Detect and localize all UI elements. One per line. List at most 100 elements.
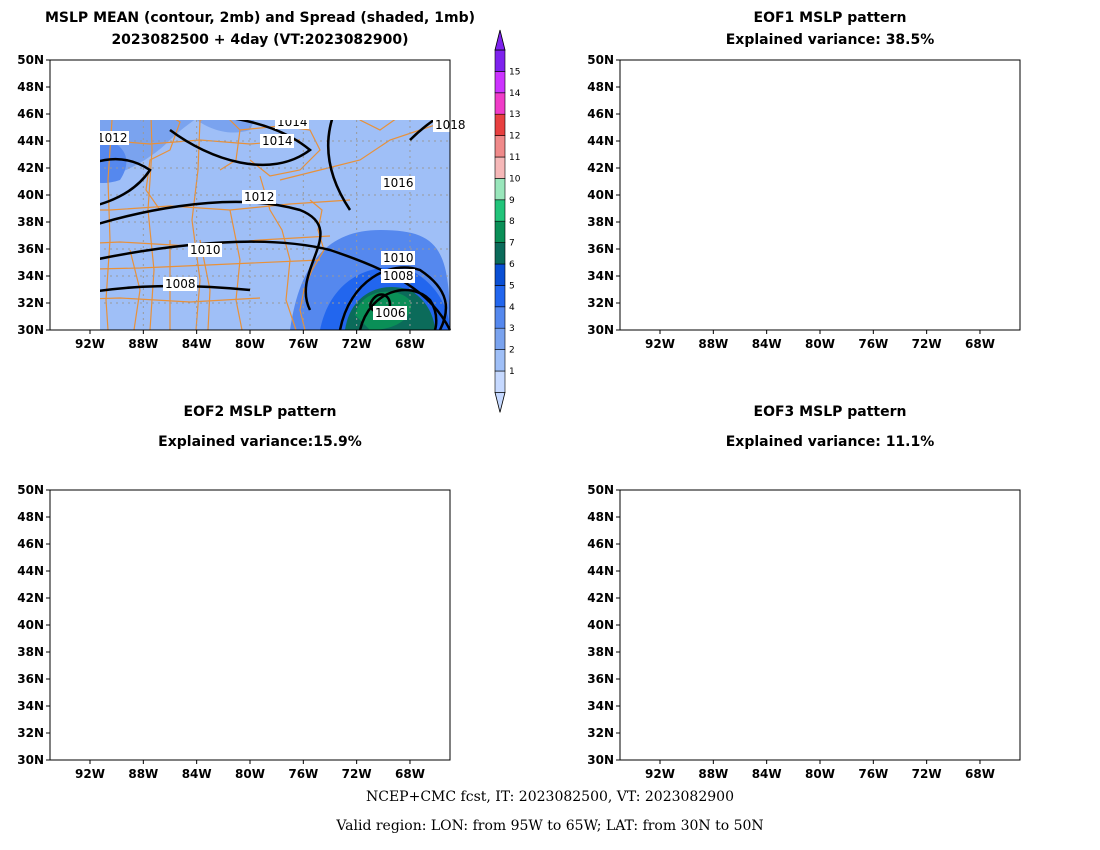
contour-label: 1008 <box>383 269 414 283</box>
lon-tick-label: 68W <box>395 767 425 781</box>
contour-label: -1 <box>231 508 243 522</box>
footer-line1: NCEP+CMC fcst, IT: 2023082500, VT: 20230… <box>366 789 734 805</box>
panel1-title-line2: 2023082500 + 4day (VT:2023082900) <box>111 32 409 48</box>
lat-tick-label: 38N <box>17 645 44 659</box>
panel3-title: EOF2 MSLP pattern Explained variance:15.… <box>0 404 520 450</box>
contour-line-4 <box>890 707 944 760</box>
contour-label-bg <box>188 243 222 257</box>
contour-label: -1 <box>660 523 672 537</box>
lat-tick-label: 46N <box>587 107 614 121</box>
colorbar-label: 14 <box>509 89 521 99</box>
panel4-title: EOF3 MSLP pattern Explained variance: 11… <box>580 404 1080 450</box>
lon-tick-label: 80W <box>235 767 265 781</box>
panel1-title: MSLP MEAN (contour, 2mb) and Spread (sha… <box>0 10 520 48</box>
contour-label: 1012 <box>244 190 275 204</box>
lon-tick-label: 84W <box>182 767 212 781</box>
map-frame <box>619 489 1021 761</box>
lon-tick-label: 92W <box>645 767 675 781</box>
contour-line-1 <box>920 490 1020 535</box>
panel1-title-line1: MSLP MEAN (contour, 2mb) and Spread (sha… <box>45 10 475 26</box>
lat-tick-label: 32N <box>17 296 44 310</box>
lat-tick-label: 44N <box>17 564 44 578</box>
map-frame <box>49 489 451 761</box>
colorbar-box <box>494 113 506 136</box>
panel3-map: -1 -1 0 123 4 50N 48N 46N 44N 42N 40N 38N 36N 34N 32N 3… <box>17 483 451 781</box>
panel2-title-line2: Explained variance: 38.5% <box>725 32 935 48</box>
colorbar-label: 8 <box>509 217 515 227</box>
lat-tick-label: 40N <box>17 618 44 632</box>
contour-label: 1006 <box>375 306 406 320</box>
contour-label: 1014 <box>262 134 293 148</box>
lat-tick-label: 32N <box>587 296 614 310</box>
basemap-borders <box>620 490 1020 760</box>
colorbar-label: 12 <box>509 132 520 142</box>
lat-tick-label: 44N <box>587 134 614 148</box>
panel1-map: 1014101210121014101410181016101210101010… <box>17 53 467 351</box>
lat-tick-label: 30N <box>17 753 44 767</box>
contour-line-5 <box>100 200 322 311</box>
panel2-title: EOF1 MSLP pattern Explained variance: 38… <box>580 10 1080 48</box>
lat-tick-label: 50N <box>587 53 614 67</box>
lat-tick-label: 30N <box>587 323 614 337</box>
spread-shade-2 <box>100 138 127 184</box>
lon-tick-label: 68W <box>965 337 995 351</box>
panel4-map: -1-1000123-1-2-350N48N46N44N42N40N38N36N… <box>587 483 1021 781</box>
contour-line-7 <box>915 286 955 307</box>
lon-tick-label: 88W <box>698 337 728 351</box>
contour-label-bg <box>381 251 415 265</box>
colorbar-label: 15 <box>509 67 520 77</box>
lon-tick-label: 72W <box>912 767 942 781</box>
colorbar-box <box>494 327 506 350</box>
contour-line-5 <box>905 727 935 753</box>
lon-tick-label: 72W <box>342 767 372 781</box>
contour-label: 0 <box>638 741 646 755</box>
lon-tick-label: 72W <box>342 337 372 351</box>
contour-label: 2 <box>952 315 960 329</box>
contour-label: 1012 <box>97 131 128 145</box>
colorbar-label: 7 <box>509 239 515 249</box>
lon-tick-label: 76W <box>858 337 888 351</box>
lat-tick-label: 50N <box>17 53 44 67</box>
contour-label: 0 <box>952 512 960 526</box>
colorbar-label: 3 <box>509 324 515 334</box>
contour-line-0 <box>210 490 290 516</box>
contour-label: 1010 <box>383 251 414 265</box>
contour-label: 1 <box>885 115 893 129</box>
contour-line-9 <box>358 288 438 331</box>
colorbar-box <box>494 306 506 329</box>
colorbar-box <box>494 242 506 265</box>
lat-tick-label: 48N <box>587 80 614 94</box>
lat-tick-label: 34N <box>17 269 44 283</box>
contour-label: 0 <box>885 585 893 599</box>
contour-line-8 <box>1000 742 1020 755</box>
colorbar-label: 9 <box>509 196 515 206</box>
lon-tick-label: 68W <box>965 767 995 781</box>
contour-line-5 <box>890 262 986 330</box>
lon-tick-label: 84W <box>752 337 782 351</box>
contour-label: 1014 <box>277 115 308 129</box>
contour-label: 1010 <box>190 243 221 257</box>
lat-tick-label: 30N <box>587 753 614 767</box>
contour-line-1 <box>50 567 210 650</box>
lat-tick-label: 44N <box>17 134 44 148</box>
contour-line-1 <box>820 94 870 119</box>
contour-line-7 <box>985 690 1020 760</box>
lat-tick-label: 40N <box>17 188 44 202</box>
contour-line-6 <box>410 734 440 752</box>
contour-label: -1 <box>130 557 142 571</box>
contour-label-bg <box>373 306 407 320</box>
lat-tick-label: 38N <box>587 215 614 229</box>
contour-line-3 <box>730 210 1020 330</box>
colorbar-box <box>494 349 506 372</box>
lon-tick-label: 84W <box>752 767 782 781</box>
contour-line-0 <box>620 490 790 515</box>
contour-label-bg <box>381 176 415 190</box>
contour-label: 5 <box>952 267 960 281</box>
contour-label: 1 <box>931 687 939 701</box>
contour-line-6 <box>970 640 1020 760</box>
lat-tick-label: 40N <box>587 618 614 632</box>
lon-tick-label: 92W <box>75 767 105 781</box>
contour-label: 3 <box>413 710 421 724</box>
